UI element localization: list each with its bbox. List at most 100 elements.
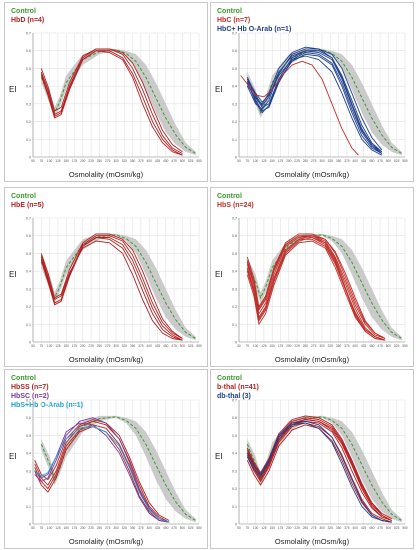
series-line bbox=[34, 426, 170, 523]
x-tick-label: 300 bbox=[113, 159, 119, 163]
x-tick-label: 525 bbox=[188, 159, 194, 163]
y-tick-label: 0.1 bbox=[26, 323, 31, 327]
x-tick-label: 400 bbox=[353, 344, 359, 348]
x-tick-label: 125 bbox=[55, 526, 61, 530]
x-axis-label: Osmolality (mOsm/kg) bbox=[274, 355, 350, 364]
x-tick-label: 325 bbox=[328, 526, 334, 530]
x-tick-label: 100 bbox=[47, 344, 53, 348]
y-tick-label: 0.2 bbox=[232, 120, 237, 124]
x-tick-label: 500 bbox=[386, 159, 392, 163]
series-line bbox=[246, 419, 392, 521]
chart-panel-hbs: Control HbS (n=24) EI Osmolality (mOsm/kg) 0… bbox=[210, 187, 414, 367]
y-tick-label: 0.4 bbox=[232, 270, 237, 274]
x-tick-label: 200 bbox=[286, 526, 292, 530]
x-tick-label: 275 bbox=[311, 159, 317, 163]
legend-entry: HbS (n=24) bbox=[217, 202, 254, 209]
y-tick-label: 0.7 bbox=[26, 217, 31, 221]
x-tick-label: 425 bbox=[155, 159, 161, 163]
legend-entry: b-thal (n=41) bbox=[217, 384, 259, 391]
x-tick-label: 275 bbox=[311, 526, 317, 530]
x-tick-label: 325 bbox=[328, 159, 334, 163]
y-tick-label: 0 bbox=[29, 523, 31, 527]
x-tick-label: 375 bbox=[138, 344, 144, 348]
legend-entry: Control bbox=[11, 8, 36, 15]
x-tick-label: 525 bbox=[188, 526, 194, 530]
x-tick-label: 500 bbox=[180, 159, 186, 163]
x-tick-label: 150 bbox=[64, 344, 70, 348]
y-tick-label: 0.7 bbox=[232, 32, 237, 36]
x-tick-label: 350 bbox=[336, 526, 342, 530]
x-tick-label: 500 bbox=[386, 526, 392, 530]
y-axis-label: EI bbox=[9, 452, 17, 461]
x-tick-label: 450 bbox=[163, 159, 169, 163]
x-tick-label: 150 bbox=[270, 526, 276, 530]
legend: Control HbC (n=7) HbC+ Hb O-Arab (n=1) bbox=[217, 7, 291, 34]
y-tick-label: 0.4 bbox=[232, 85, 237, 89]
y-tick-label: 0.4 bbox=[26, 452, 31, 456]
y-tick-label: 0.5 bbox=[26, 434, 31, 438]
x-tick-label: 75 bbox=[246, 344, 250, 348]
control-band bbox=[247, 415, 402, 523]
series-line bbox=[34, 420, 170, 523]
x-tick-label: 250 bbox=[303, 526, 309, 530]
y-axis-label: EI bbox=[9, 85, 17, 94]
control-mean-line bbox=[40, 49, 196, 154]
series-line bbox=[34, 417, 170, 523]
series-line bbox=[34, 419, 170, 521]
x-tick-label: 100 bbox=[47, 159, 53, 163]
y-tick-label: 0.2 bbox=[26, 487, 31, 491]
y-tick-label: 0.2 bbox=[26, 305, 31, 309]
y-tick-label: 0.3 bbox=[232, 469, 237, 473]
x-tick-label: 350 bbox=[336, 344, 342, 348]
legend-entry: HbC (n=7) bbox=[217, 17, 251, 24]
x-tick-label: 525 bbox=[188, 344, 194, 348]
series-line bbox=[246, 52, 383, 154]
x-tick-label: 525 bbox=[394, 526, 400, 530]
x-tick-label: 425 bbox=[155, 344, 161, 348]
y-tick-label: 0 bbox=[29, 156, 31, 160]
x-tick-label: 250 bbox=[303, 344, 309, 348]
x-tick-label: 475 bbox=[171, 159, 177, 163]
x-tick-label: 250 bbox=[97, 159, 103, 163]
x-tick-label: 350 bbox=[130, 344, 136, 348]
series-line bbox=[246, 422, 392, 523]
control-band bbox=[41, 48, 196, 156]
x-axis-label: Osmolality (mOsm/kg) bbox=[68, 170, 144, 179]
control-band bbox=[41, 233, 196, 341]
x-tick-label: 300 bbox=[319, 526, 325, 530]
legend-entry: HbSC (n=2) bbox=[11, 393, 49, 400]
legend-entry: HbS+Hb O-Arab (n=1) bbox=[11, 402, 83, 409]
x-tick-label: 50 bbox=[237, 159, 241, 163]
x-tick-label: 175 bbox=[278, 344, 284, 348]
x-tick-label: 450 bbox=[369, 526, 375, 530]
plot-area: 0 0.1 0.2 0.3 0.4 0.5 0.6 0.7 50 75 100 125 150 175 20… bbox=[26, 217, 202, 349]
x-tick-label: 300 bbox=[113, 526, 119, 530]
plot-area: 0 0.1 0.2 0.3 0.4 0.5 0.6 0.7 50 75 100 125 150 175 20… bbox=[26, 399, 202, 531]
chart-panel-bthal: Control b-thal (n=41) db-thal (3) EI Osmolal… bbox=[210, 369, 414, 549]
x-tick-label: 475 bbox=[171, 344, 177, 348]
y-tick-label: 0.7 bbox=[26, 32, 31, 36]
plot-area: 0 0.1 0.2 0.3 0.4 0.5 0.6 0.7 50 75 100 125 150 175 20… bbox=[232, 217, 408, 349]
y-tick-label: 0 bbox=[235, 523, 237, 527]
x-tick-label: 550 bbox=[196, 159, 202, 163]
control-band bbox=[41, 415, 196, 523]
x-tick-label: 550 bbox=[402, 159, 408, 163]
series-line bbox=[246, 422, 392, 523]
series-line bbox=[246, 233, 386, 339]
x-tick-label: 225 bbox=[294, 526, 300, 530]
y-tick-label: 0.3 bbox=[26, 287, 31, 291]
y-tick-label: 0.3 bbox=[26, 102, 31, 106]
y-tick-label: 0.3 bbox=[232, 102, 237, 106]
series-line bbox=[246, 48, 383, 151]
series-line bbox=[40, 50, 183, 156]
x-tick-label: 50 bbox=[31, 159, 35, 163]
x-tick-label: 500 bbox=[180, 344, 186, 348]
x-tick-label: 375 bbox=[138, 159, 144, 163]
legend-entry: HbC+ Hb O-Arab (n=1) bbox=[217, 26, 292, 33]
legend-entry: HbE (n=5) bbox=[11, 202, 44, 209]
x-tick-label: 550 bbox=[402, 526, 408, 530]
series-line bbox=[246, 420, 392, 523]
x-tick-label: 375 bbox=[344, 526, 350, 530]
control-mean-line bbox=[40, 234, 196, 339]
x-tick-label: 125 bbox=[261, 344, 267, 348]
